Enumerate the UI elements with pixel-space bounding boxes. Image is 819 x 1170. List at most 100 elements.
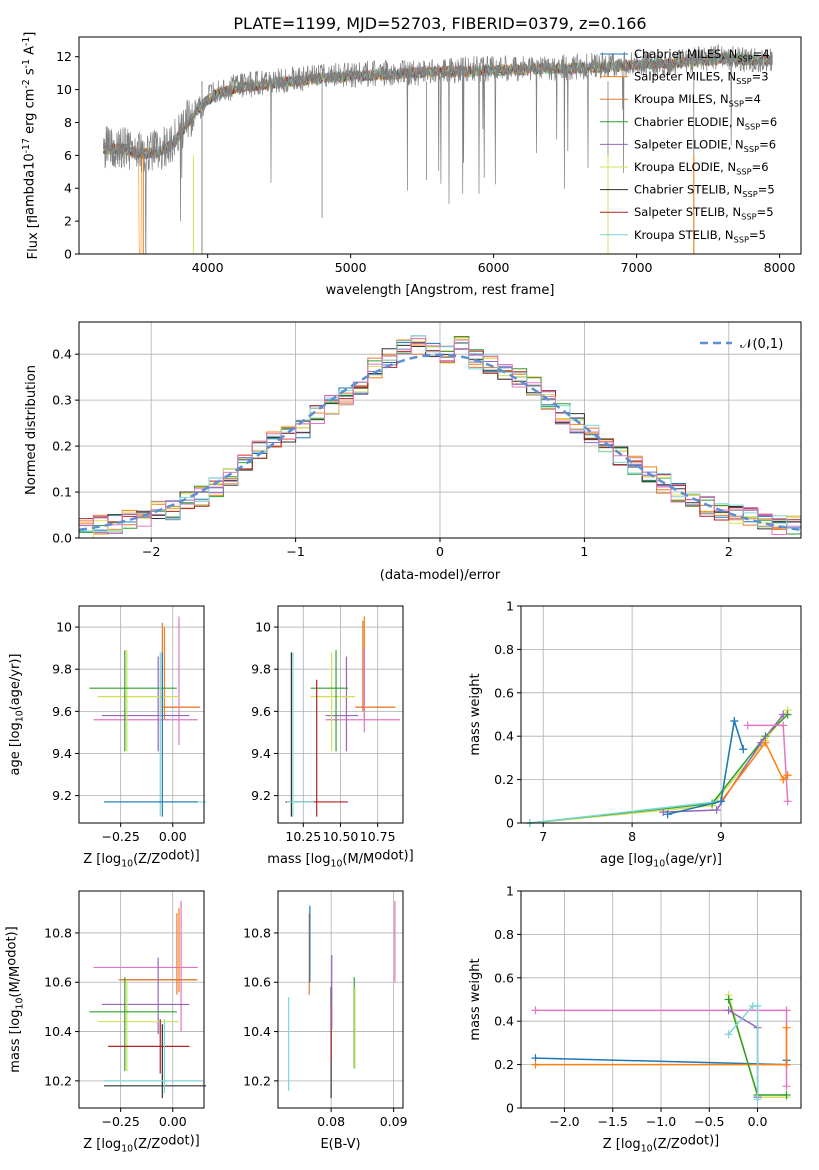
weight-marker	[753, 1002, 762, 1011]
x-tick-label: 6000	[478, 260, 510, 275]
y-tick-label: 10	[56, 82, 72, 97]
panel-mass-weight-vs-z: −2.0 −1.5 −1.0 −0.5 0.0 0 0.2 0.4 0.6 0.8 1 Z [log1…	[468, 884, 802, 1155]
x-tick-label: −1.0	[646, 1114, 676, 1129]
x-tick-label: 8000	[764, 260, 796, 275]
weight-marker	[531, 1006, 540, 1015]
y-tick-label: 0.8	[494, 927, 514, 942]
legend-label: Salpeter ELODIE, NSSP=6	[634, 137, 776, 154]
legend: Chabrier MILES, NSSP=4 Salpeter MILES, NS…	[600, 47, 777, 244]
weight-marker	[782, 1060, 791, 1069]
y-tick-label: 10.8	[243, 925, 271, 940]
y-tick-label: 6	[64, 148, 72, 163]
y-axis-label: age [log10(age/yr)]	[8, 654, 26, 776]
y-tick-label: 0.2	[494, 772, 514, 787]
x-tick-label: 2	[725, 544, 733, 559]
y-tick-label: 9.6	[251, 704, 271, 719]
y-tick-label: 0	[506, 1101, 514, 1116]
chart-title: PLATE=1199, MJD=52703, FIBERID=0379, z=0…	[233, 14, 646, 33]
x-tick-label: 7000	[621, 260, 653, 275]
y-tick-label: 2	[64, 214, 72, 229]
x-tick-label: −1	[286, 544, 304, 559]
point	[118, 913, 196, 995]
x-tick-label: 0.00	[159, 1114, 187, 1129]
y-tick-label: 0.4	[494, 729, 514, 744]
y-tick-label: 10.6	[243, 975, 271, 990]
weight-marker	[743, 721, 752, 730]
y-tick-label: 0.0	[52, 531, 72, 546]
y-tick-label: 0.3	[52, 393, 72, 408]
panel-residual-histogram: −2 −1 0 1 2 0.0 0.1 0.2 0.3 0.4 (data-model)/error…	[24, 321, 802, 583]
panel-mass-vs-e-b-v-: 0.08 0.09 10.2 10.4 10.6 10.8 E(B-V)	[243, 890, 408, 1152]
weight-marker	[783, 797, 792, 806]
y-tick-label: 10.2	[243, 1073, 271, 1088]
x-tick-label: 1	[580, 544, 588, 559]
point	[108, 1019, 190, 1074]
x-axis-label: Z [log10(Z/Zodot)]	[83, 1134, 200, 1155]
y-tick-label: 0.2	[494, 1057, 514, 1072]
point	[101, 957, 190, 1035]
legend-label: Kroupa STELIB, NSSP=5	[634, 228, 766, 245]
x-tick-label: −0.5	[694, 1114, 724, 1129]
point	[325, 648, 401, 733]
x-tick-label: 5000	[335, 260, 367, 275]
y-tick-label: 10.4	[243, 1024, 271, 1039]
panel-spectrum: 4000 5000 6000 7000 8000 0 2 4 6 8 10 12 wavelength …	[21, 32, 802, 298]
x-tick-label: 7	[539, 829, 547, 844]
weight-marker	[724, 1006, 733, 1015]
y-tick-label: 0	[64, 247, 72, 262]
axes-frame	[78, 890, 205, 1109]
x-tick-label: −0.25	[102, 829, 140, 844]
weight-marker	[782, 1023, 791, 1032]
point	[104, 1019, 202, 1094]
weight-marker	[739, 745, 748, 754]
point	[288, 679, 348, 817]
y-axis-label: Flux [flambda10-17 erg cm-2 s-1 A-1]	[21, 32, 41, 260]
legend-label: Chabrier MILES, NSSP=4	[634, 47, 770, 64]
legend-label: Salpeter STELIB, NSSP=5	[634, 205, 774, 222]
y-tick-label: 10.2	[44, 1073, 72, 1088]
x-tick-label: 0.09	[380, 1114, 408, 1129]
point	[104, 652, 207, 817]
weight-line	[728, 1005, 759, 1100]
y-axis-label: mass weight	[468, 673, 483, 755]
y-tick-label: 1	[506, 884, 514, 899]
y-tick-label: 9.4	[52, 746, 72, 761]
x-tick-label: 10.75	[360, 829, 396, 844]
weight-marker	[730, 717, 739, 726]
weight-marker	[783, 771, 792, 780]
weight-marker	[782, 1082, 791, 1091]
x-tick-label: 0.0	[748, 1114, 768, 1129]
weight-marker	[779, 775, 788, 784]
weight-line	[529, 713, 789, 824]
y-tick-label: 9.2	[251, 788, 271, 803]
x-tick-label: 0.00	[159, 829, 187, 844]
x-tick-label: −2.0	[549, 1114, 579, 1129]
weight-line	[720, 741, 789, 802]
y-axis-label: mass weight	[468, 958, 483, 1040]
point	[162, 627, 200, 720]
x-tick-label: 0.08	[317, 1114, 345, 1129]
weight-marker	[659, 808, 668, 817]
y-tick-label: 8	[64, 115, 72, 130]
x-axis-label: Z [log10(Z/Zodot)]	[83, 849, 200, 870]
point	[89, 650, 177, 752]
x-tick-label: 10.50	[323, 829, 359, 844]
point	[355, 620, 395, 712]
point	[355, 616, 396, 720]
point	[93, 900, 198, 1032]
x-axis-label: (data-model)/error	[380, 568, 501, 583]
data-spectrum	[102, 44, 773, 254]
point	[104, 652, 198, 817]
x-axis-label: wavelength [Angstrom, rest frame]	[326, 283, 555, 298]
legend-label: Kroupa ELODIE, NSSP=6	[634, 160, 769, 177]
weight-marker	[531, 1060, 540, 1069]
x-axis-label: E(B-V)	[320, 1137, 360, 1152]
y-axis-label: Normed distribution	[24, 365, 39, 495]
y-tick-label: 10.8	[44, 925, 72, 940]
y-tick-label: 10	[255, 620, 271, 635]
y-tick-label: 9.6	[52, 704, 72, 719]
point	[325, 656, 359, 752]
point	[285, 652, 311, 817]
y-tick-label: 9.2	[52, 788, 72, 803]
